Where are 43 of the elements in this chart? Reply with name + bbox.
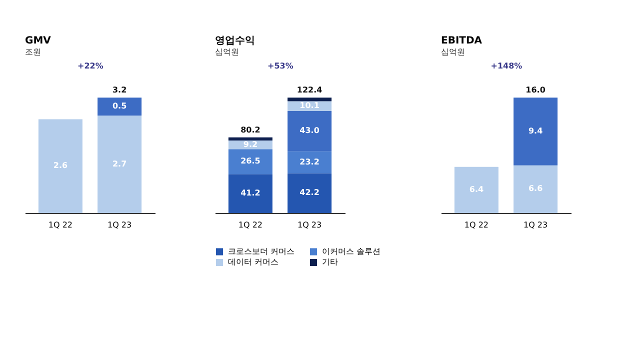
data-label: 6.4: [469, 184, 484, 194]
data-label: 0.5: [112, 102, 128, 111]
data-label: 2.6: [53, 161, 68, 170]
legend-label: 이커머스 솔루션: [322, 246, 381, 256]
x-tick-label: 1Q 23: [523, 220, 548, 230]
legend-label: 데이터 커머스: [228, 258, 279, 266]
chart-subtitle: 조원: [25, 48, 41, 57]
chart-title: EBITDA: [441, 36, 482, 47]
bar: [228, 174, 272, 213]
legend-label: 크로스보더 커머스: [228, 246, 295, 256]
bar: [288, 110, 332, 152]
text: +53%: [268, 62, 294, 71]
data-label: 41.2: [240, 188, 260, 198]
bar: [228, 149, 272, 174]
total-label: 3.2: [112, 86, 127, 95]
total-label: 80.2: [240, 125, 260, 134]
data-label: 6.6: [528, 184, 544, 194]
bar: [288, 98, 332, 102]
data-label: 9.2: [243, 140, 258, 149]
x-tick-label: 1Q 22: [464, 220, 489, 230]
text: +148%: [490, 62, 522, 71]
x-tick-label: 1Q 23: [107, 220, 132, 230]
chart-title: GMV: [25, 36, 52, 47]
bar: [288, 173, 332, 213]
chart-subtitle: 십억원: [215, 48, 239, 57]
data-label: 9.4: [528, 126, 544, 136]
x-tick-label: 1Q 23: [297, 220, 322, 230]
data-label: 10.1: [300, 101, 320, 110]
data-label: 2.7: [112, 159, 127, 168]
text: +22%: [78, 62, 104, 71]
data-label: 42.2: [300, 188, 320, 198]
x-tick-label: 1Q 22: [238, 220, 263, 230]
x-tick-label: 1Q 22: [48, 220, 73, 230]
legend-label: 기타: [322, 258, 338, 266]
total-label: 16.0: [526, 86, 546, 95]
data-label: 26.5: [240, 156, 261, 166]
chart-subtitle: 십억원: [441, 48, 465, 57]
bar: [228, 137, 272, 141]
bar: [288, 151, 332, 174]
total-label: 122.4: [296, 86, 323, 95]
data-label: 23.2: [300, 157, 320, 166]
chart-title: 영업수익: [215, 36, 255, 47]
data-label: 43.0: [300, 126, 320, 136]
